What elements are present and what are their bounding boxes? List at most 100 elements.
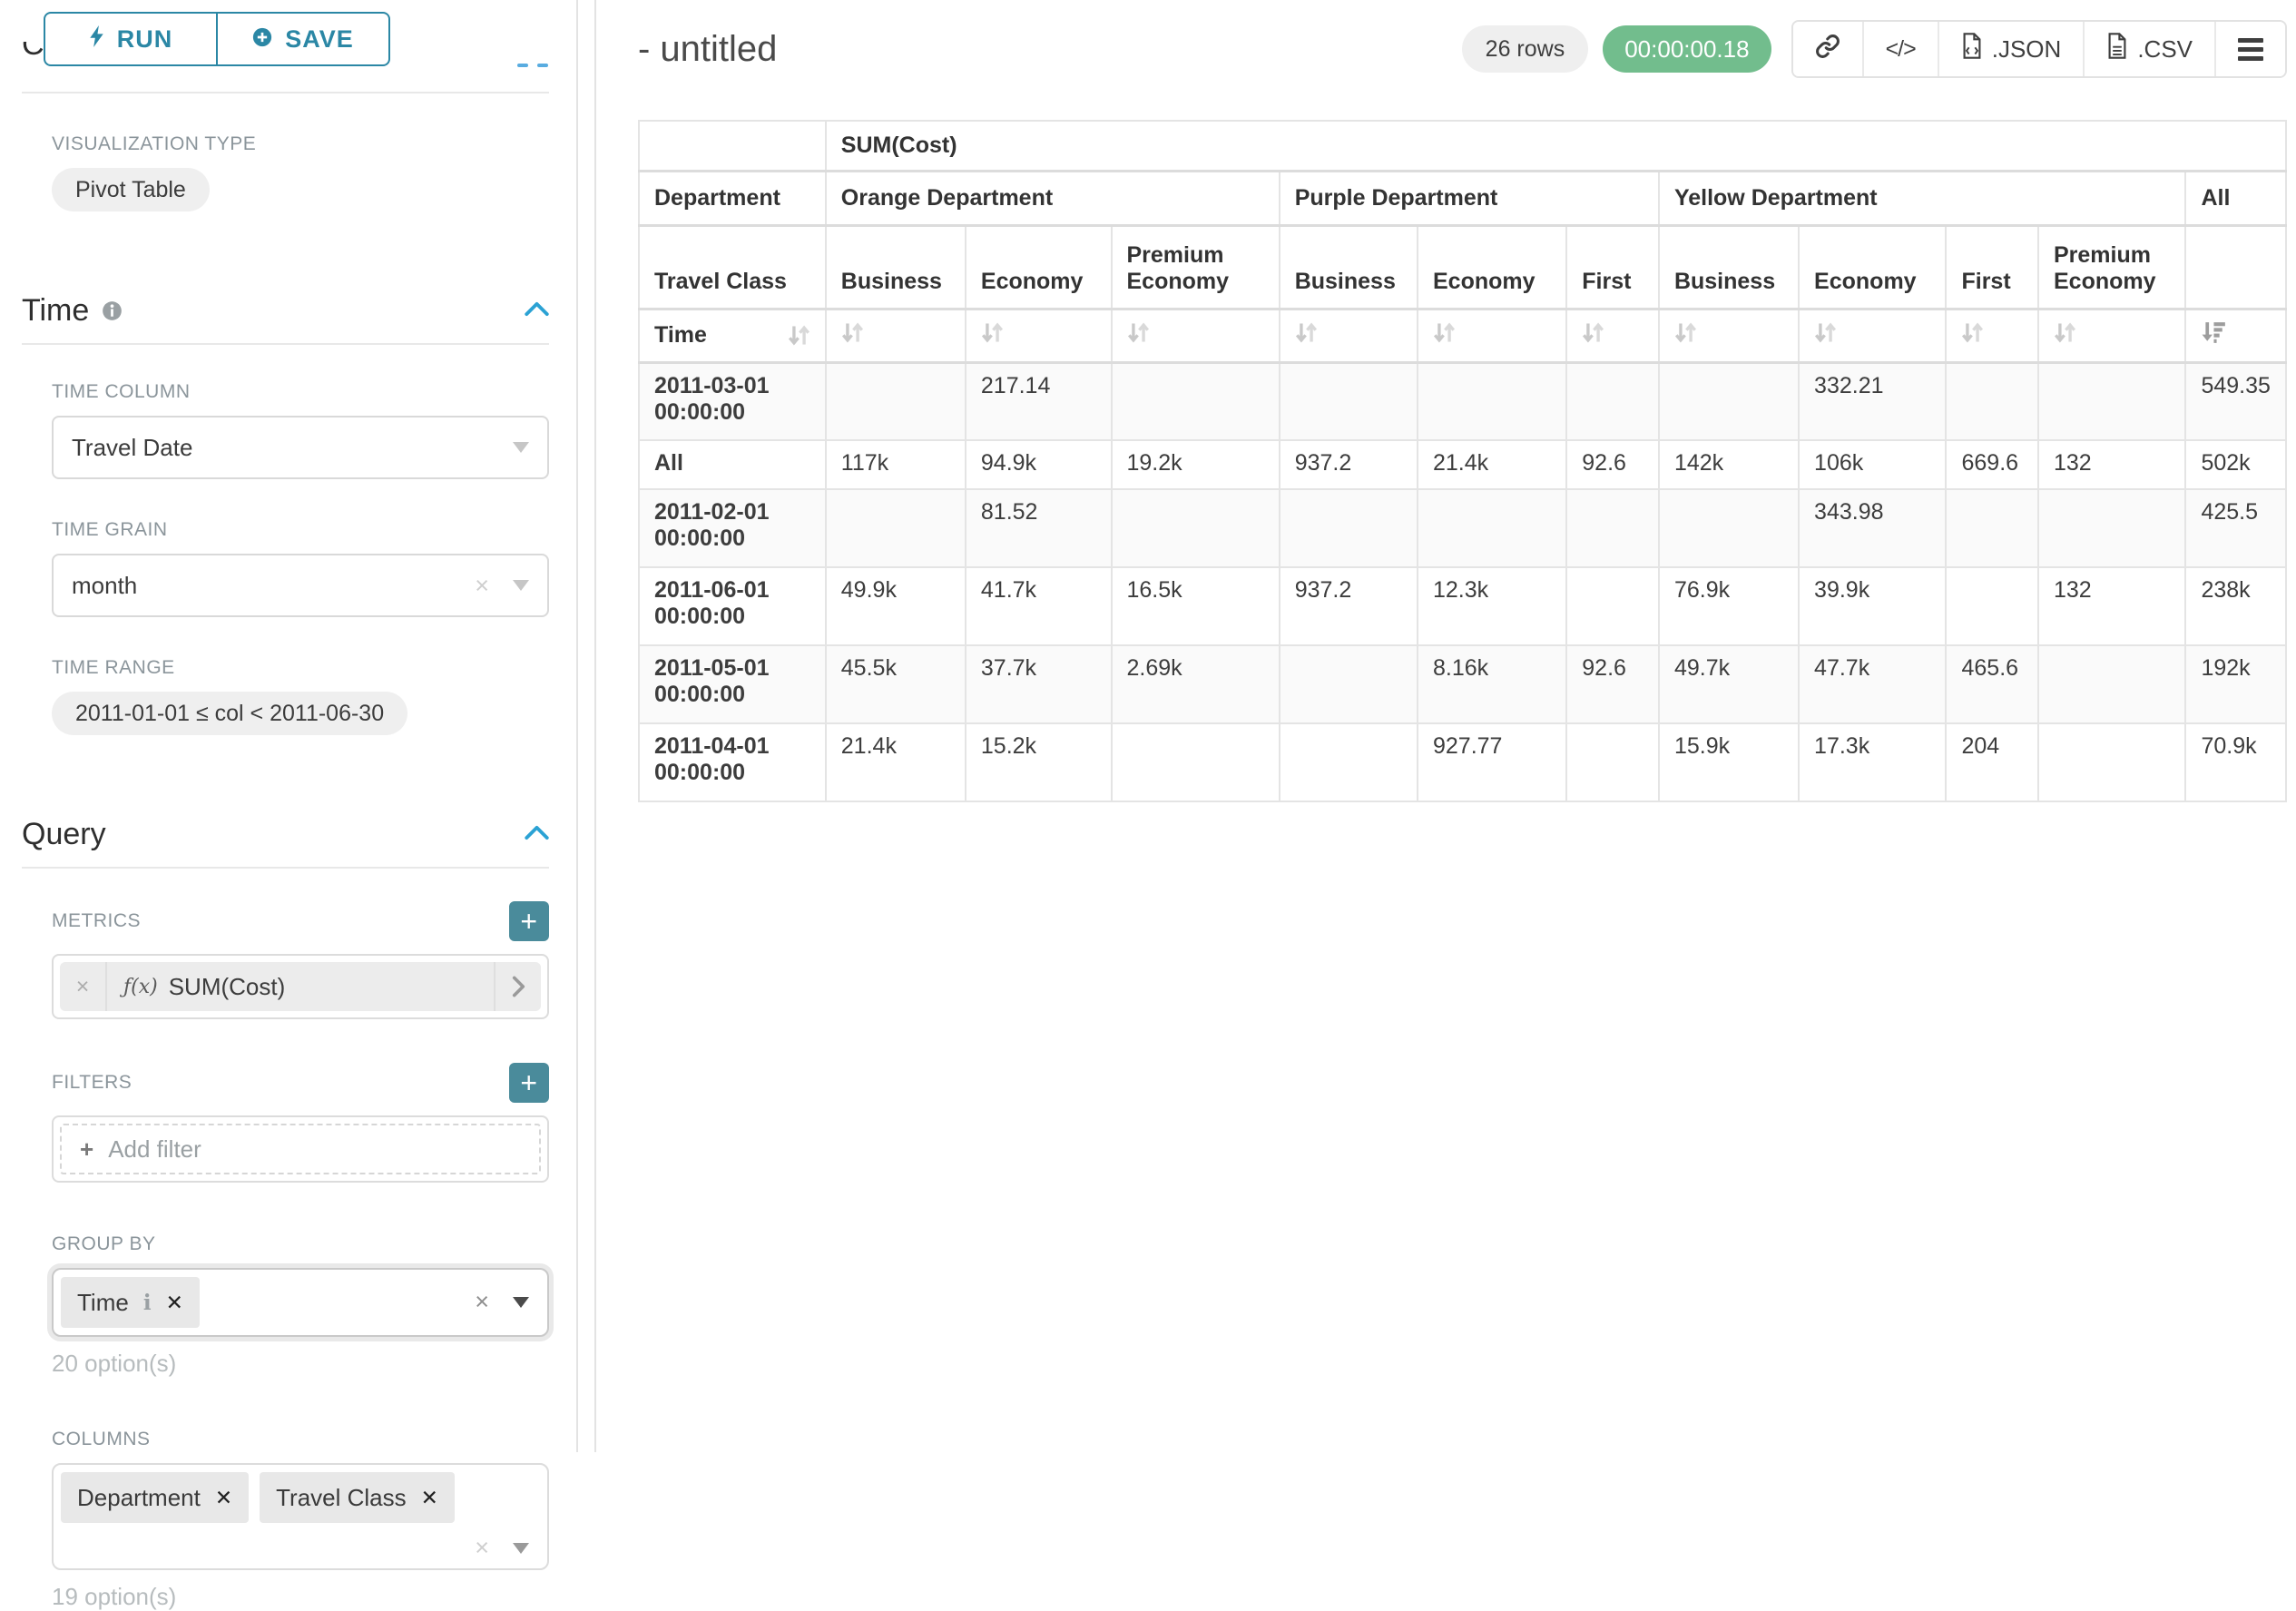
pivot-cell: 132 (2038, 440, 2185, 489)
pivot-row-label: 2011-06-01 00:00:00 (639, 567, 826, 645)
columns-tag-department[interactable]: Department ✕ (61, 1472, 249, 1523)
remove-tag-icon[interactable]: ✕ (421, 1486, 438, 1510)
time-grain-select[interactable]: month × (52, 554, 549, 617)
info-icon (102, 300, 123, 321)
plus-circle-icon (252, 25, 272, 54)
pivot-cell (1280, 489, 1418, 567)
chevron-right-icon[interactable] (494, 962, 541, 1011)
group-by-tag-time[interactable]: Time i ✕ (61, 1277, 200, 1328)
chart-title[interactable]: - untitled (638, 29, 777, 70)
time-range-pill[interactable]: 2011-01-01 ≤ col < 2011-06-30 (52, 692, 407, 735)
sort-icon (1961, 319, 1984, 346)
time-section-header[interactable]: Time (22, 293, 549, 329)
clear-icon[interactable]: × (475, 1536, 489, 1560)
pivot-cell (1566, 489, 1659, 567)
scroll-indicator-dash (517, 64, 528, 67)
pivot-cell (1659, 362, 1799, 440)
sort-icon (1295, 319, 1318, 346)
pivot-cell (2038, 489, 2185, 567)
sort-icon (1433, 319, 1456, 346)
menu-button[interactable] (2214, 22, 2285, 76)
run-button[interactable]: RUN (44, 12, 218, 66)
csv-file-icon (2106, 33, 2128, 65)
time-column-select[interactable]: Travel Date (52, 416, 549, 479)
pivot-class-corner: Travel Class (639, 225, 826, 309)
clear-icon[interactable]: × (475, 1290, 489, 1314)
pivot-cell: 15.9k (1659, 723, 1799, 801)
pivot-time-sort-cell[interactable]: Time (639, 309, 826, 362)
query-timer-badge: 00:00:00.18 (1603, 25, 1771, 73)
column-sort-control[interactable] (966, 309, 1112, 362)
export-csv-button[interactable]: .CSV (2083, 22, 2214, 76)
pivot-cell: 8.16k (1418, 645, 1566, 723)
metrics-label-row: METRICS + (52, 901, 549, 941)
time-section-title: Time (22, 293, 89, 329)
remove-tag-icon[interactable]: ✕ (215, 1486, 232, 1510)
caret-down-icon[interactable] (513, 580, 529, 591)
group-by-options-hint: 20 option(s) (52, 1350, 576, 1378)
column-sort-control[interactable] (2185, 309, 2286, 362)
add-filter-plus-button[interactable]: + (509, 1063, 549, 1103)
pivot-cell: 425.5 (2185, 489, 2286, 567)
column-sort-control[interactable] (1659, 309, 1799, 362)
pivot-metric-header: SUM(Cost) (826, 121, 2286, 171)
column-sort-control[interactable] (1112, 309, 1280, 362)
chevron-up-icon[interactable] (525, 825, 549, 845)
group-by-select[interactable]: Time i ✕ × (52, 1268, 549, 1337)
metric-pill[interactable]: × ƒ(x) SUM(Cost) (60, 962, 541, 1011)
pivot-subcolumn-header: Premium Economy (2038, 225, 2185, 309)
columns-tag-travel-class[interactable]: Travel Class ✕ (260, 1472, 455, 1523)
columns-select[interactable]: Department ✕ Travel Class ✕ × (52, 1463, 549, 1570)
share-link-button[interactable] (1793, 22, 1862, 76)
column-sort-control[interactable] (1799, 309, 1946, 362)
export-json-button[interactable]: .JSON (1938, 22, 2084, 76)
column-sort-control[interactable] (2038, 309, 2185, 362)
pivot-cell (1280, 362, 1418, 440)
sort-icon (1814, 319, 1837, 346)
column-sort-control[interactable] (1280, 309, 1418, 362)
pivot-row-label: 2011-04-01 00:00:00 (639, 723, 826, 801)
panel-resizer[interactable] (580, 0, 596, 1452)
sort-icon (1127, 319, 1150, 346)
pivot-cell: 15.2k (966, 723, 1112, 801)
pivot-cell: 502k (2185, 440, 2286, 489)
caret-down-icon[interactable] (513, 1297, 529, 1308)
pivot-cell: 70.9k (2185, 723, 2286, 801)
remove-metric-icon[interactable]: × (60, 962, 107, 1011)
column-sort-control[interactable] (1946, 309, 2038, 362)
pivot-cell: 2.69k (1112, 645, 1280, 723)
view-query-button[interactable]: </> (1862, 22, 1938, 76)
time-grain-label: TIME GRAIN (52, 519, 549, 541)
column-sort-control[interactable] (1566, 309, 1659, 362)
chart-header: - untitled 26 rows 00:00:00.18 </> .JSON (638, 0, 2287, 78)
pivot-cell: 49.7k (1659, 645, 1799, 723)
add-metric-button[interactable]: + (509, 901, 549, 941)
pivot-table-container: SUM(Cost)DepartmentOrange DepartmentPurp… (638, 120, 2287, 802)
column-sort-control[interactable] (826, 309, 966, 362)
caret-down-icon[interactable] (513, 1543, 529, 1554)
pivot-cell: 41.7k (966, 567, 1112, 645)
export-toolbar: </> .JSON .CSV (1791, 20, 2287, 78)
chevron-up-icon[interactable] (525, 301, 549, 321)
filters-control: + Add filter (52, 1115, 549, 1183)
scroll-indicator-dash (537, 64, 548, 67)
remove-tag-icon[interactable]: ✕ (166, 1291, 183, 1315)
sort-icon (788, 322, 810, 349)
save-button[interactable]: SAVE (216, 12, 390, 66)
pivot-cell (1946, 489, 2038, 567)
sort-icon (1674, 319, 1697, 346)
query-section-header[interactable]: Query (22, 817, 549, 852)
clear-icon[interactable]: × (475, 574, 489, 598)
row-count-badge: 26 rows (1462, 25, 1589, 73)
visualization-type-pill[interactable]: Pivot Table (52, 168, 210, 211)
pivot-cell: 39.9k (1799, 567, 1946, 645)
sort-icon (2054, 319, 2076, 346)
pivot-cell: 16.5k (1112, 567, 1280, 645)
code-icon: </> (1886, 36, 1916, 63)
caret-down-icon[interactable] (513, 442, 529, 453)
pivot-cell: 117k (826, 440, 966, 489)
add-filter-button[interactable]: + Add filter (60, 1124, 541, 1174)
pivot-subcolumn-header: Business (1659, 225, 1799, 309)
pivot-cell (1280, 645, 1418, 723)
column-sort-control[interactable] (1418, 309, 1566, 362)
